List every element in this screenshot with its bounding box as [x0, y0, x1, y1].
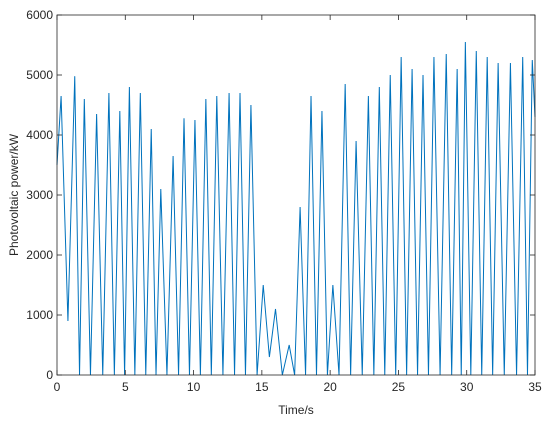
x-tick-label: 25 [392, 380, 406, 394]
line-series [56, 41, 536, 376]
y-tick-label: 2000 [26, 248, 53, 262]
x-tick-label: 10 [187, 380, 201, 394]
y-axis-label: Photovoltaic power/kW [7, 133, 21, 256]
y-tick-label: 4000 [26, 128, 53, 142]
x-tick-label: 0 [54, 380, 61, 394]
x-tick-label: 35 [528, 380, 542, 394]
y-tick-label: 5000 [26, 68, 53, 82]
y-tick-label: 0 [46, 368, 53, 382]
y-tick-label: 6000 [26, 8, 53, 22]
x-tick-label: 30 [460, 380, 474, 394]
x-tick-label: 20 [323, 380, 337, 394]
x-axis-label: Time/s [278, 403, 314, 417]
x-tick-label: 5 [122, 380, 129, 394]
y-tick-label: 3000 [26, 188, 53, 202]
x-tick-label: 15 [255, 380, 269, 394]
y-tick-label: 1000 [26, 308, 53, 322]
